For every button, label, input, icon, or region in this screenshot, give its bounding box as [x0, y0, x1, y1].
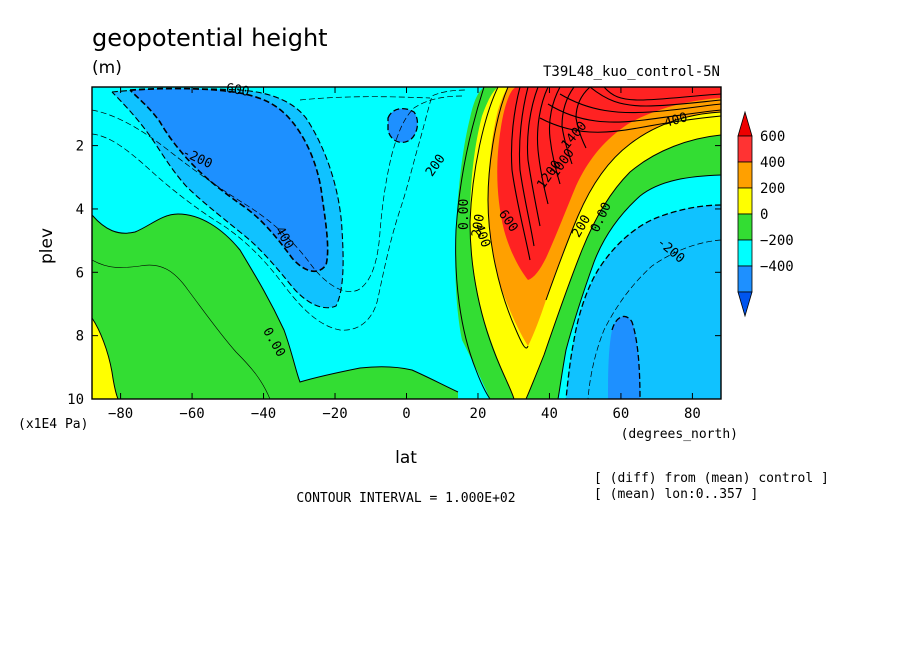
x-axis: −80 −60 −40 −20 0 20 40 60 80	[108, 87, 701, 422]
chart-title: geopotential height	[92, 24, 328, 52]
colorbar-label: 400	[760, 155, 785, 171]
y-axis-label: plev	[37, 228, 57, 264]
colorbar-swatch	[737, 213, 753, 241]
colorbar-label: 600	[760, 129, 785, 145]
x-tick-label: −60	[179, 406, 204, 422]
x-tick-label: −80	[108, 406, 133, 422]
fill-level-neg200-north	[566, 205, 721, 399]
fill-level-200-south-corner	[92, 318, 118, 399]
contour-label: 0.00	[457, 199, 472, 230]
note-diff: [ (diff) from (mean) control ]	[594, 471, 829, 486]
y-tick-label: 10	[67, 392, 84, 408]
y-axis-units: (x1E4 Pa)	[18, 417, 88, 432]
colorbar-label: 0	[760, 207, 768, 223]
x-tick-label: 80	[684, 406, 701, 422]
colorbar: 600 400 200 0 −200 −400	[737, 110, 794, 318]
y-tick-label: 8	[76, 329, 84, 345]
colorbar-swatch	[737, 265, 753, 293]
chart-units: (m)	[92, 58, 122, 78]
y-tick-label: 4	[76, 202, 84, 218]
x-axis-label: lat	[395, 448, 417, 468]
contour-label: 600	[225, 81, 251, 100]
fill-level-neg400-north	[608, 316, 640, 399]
y-tick-label: 6	[76, 265, 84, 281]
colorbar-label: 200	[760, 181, 785, 197]
colorbar-swatch	[737, 161, 753, 189]
y-tick-label: 2	[76, 139, 84, 155]
colorbar-arrow-bottom	[737, 291, 753, 318]
contour-label: 400	[663, 110, 690, 131]
contour-lines-high	[510, 87, 721, 261]
fill-level-neg400-equatorial	[388, 108, 418, 143]
colorbar-swatch	[737, 187, 753, 215]
x-tick-label: −40	[251, 406, 276, 422]
fill-level-600	[497, 87, 721, 280]
colorbar-label: −400	[760, 259, 794, 275]
contour-label: 200	[469, 213, 488, 239]
colorbar-arrow-top	[737, 110, 753, 137]
colorbar-label: −200	[760, 233, 794, 249]
x-tick-label: 60	[613, 406, 630, 422]
fill-level-neg300-south	[112, 88, 344, 308]
x-tick-label: 20	[470, 406, 487, 422]
x-tick-label: 40	[541, 406, 558, 422]
colorbar-swatch	[737, 239, 753, 267]
note-mean: [ (mean) lon:0..357 ]	[594, 487, 758, 502]
x-axis-units: (degrees_north)	[621, 427, 738, 442]
x-tick-label: 0	[402, 406, 410, 422]
x-tick-label: −20	[322, 406, 347, 422]
y-axis: 2 4 6 8 10	[67, 139, 721, 408]
colorbar-swatch	[737, 135, 753, 163]
experiment-label: T39L48_kuo_control-5N	[543, 64, 720, 80]
fill-level-0-south	[92, 214, 458, 399]
contour-interval: CONTOUR INTERVAL = 1.000E+02	[296, 491, 515, 506]
contour-field	[92, 87, 721, 399]
contour-lines	[92, 87, 721, 399]
